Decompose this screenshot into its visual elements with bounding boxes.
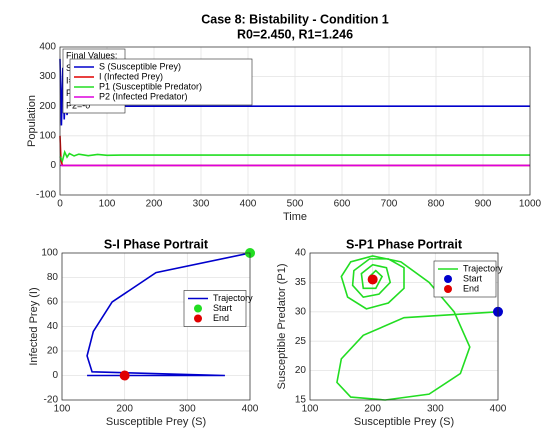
legend-marker [444, 285, 452, 293]
y-tick-label: 30 [295, 306, 307, 317]
x-tick-label: 300 [193, 199, 210, 210]
x-tick-label: 400 [242, 404, 259, 415]
legend-box [69, 58, 253, 106]
x-tick-label: 100 [99, 199, 116, 210]
x-tick-label: 300 [427, 404, 444, 415]
x-tick-label: 500 [287, 199, 304, 210]
series-line [59, 149, 530, 164]
x-tick-label: 400 [490, 404, 507, 415]
x-tick-label: 700 [381, 199, 398, 210]
x-tick-label: 800 [428, 199, 445, 210]
x-tick-label: 200 [364, 404, 381, 415]
point-marker [119, 370, 130, 381]
chart-title: Case 8: Bistability - Condition 1 [201, 12, 389, 26]
y-tick-label: 60 [47, 297, 59, 308]
y-tick-label: 100 [41, 248, 58, 259]
axes-box [309, 252, 499, 401]
legend-label: Trajectory [213, 293, 253, 303]
y-tick-label: -20 [44, 395, 59, 406]
y-tick-label: 200 [39, 101, 56, 112]
y-tick-label: 40 [295, 248, 307, 259]
y-tick-label: 35 [295, 277, 307, 288]
legend-label: P1 (Susceptible Predator) [99, 81, 202, 91]
x-tick-label: 600 [334, 199, 351, 210]
legend-label: P2 (Infected Predator) [99, 91, 188, 101]
series-line [86, 252, 251, 377]
y-axis-label: Population [26, 95, 38, 147]
legend-marker [194, 314, 202, 323]
legend-marker [194, 304, 202, 313]
y-tick-label: 80 [47, 272, 59, 283]
x-tick-label: 400 [240, 199, 257, 210]
y-tick-label: 25 [295, 336, 307, 347]
x-tick-label: 1000 [519, 199, 542, 210]
x-tick-label: 0 [57, 199, 63, 210]
y-tick-label: 300 [39, 71, 56, 82]
y-tick-label: 100 [39, 130, 56, 141]
axes-box [61, 252, 251, 401]
x-tick-label: 100 [302, 404, 319, 415]
y-tick-label: 20 [295, 365, 307, 376]
x-tick-label: 100 [54, 404, 71, 415]
y-tick-label: 15 [295, 395, 307, 406]
annotation-text: P2=-0 [66, 100, 90, 110]
x-tick-label: 200 [146, 199, 163, 210]
point-marker [367, 274, 378, 285]
x-axis-label: Susceptible Prey (S) [106, 416, 206, 428]
y-tick-label: 0 [52, 370, 58, 381]
axes-box [59, 46, 531, 196]
y-axis-label: Infected Prey (I) [28, 287, 40, 365]
y-tick-label: 400 [39, 42, 56, 53]
annotation-text: Final Values: [66, 50, 117, 60]
y-axis-label: Susceptible Predator (P1) [276, 264, 288, 390]
y-tick-label: -100 [36, 190, 56, 201]
legend-label: Start [463, 273, 483, 283]
legend-label: Start [213, 303, 233, 313]
y-tick-label: 0 [50, 160, 56, 171]
y-tick-label: 20 [47, 346, 59, 357]
legend-label: S (Susceptible Prey) [99, 61, 181, 71]
chart-title: S-I Phase Portrait [104, 237, 209, 251]
x-tick-label: 200 [116, 404, 133, 415]
x-axis-label: Time [283, 211, 307, 223]
chart-title: S-P1 Phase Portrait [346, 237, 463, 251]
y-tick-label: 40 [47, 321, 59, 332]
x-axis-label: Susceptible Prey (S) [354, 416, 454, 428]
x-tick-label: 300 [179, 404, 196, 415]
legend-marker [444, 275, 452, 283]
legend-label: Trajectory [463, 263, 503, 273]
x-tick-label: 900 [475, 199, 492, 210]
legend-label: End [463, 283, 479, 293]
chart-subtitle: R0=2.450, R1=1.246 [237, 27, 353, 41]
legend-label: I (Infected Prey) [99, 71, 163, 81]
legend-label: End [213, 313, 229, 323]
